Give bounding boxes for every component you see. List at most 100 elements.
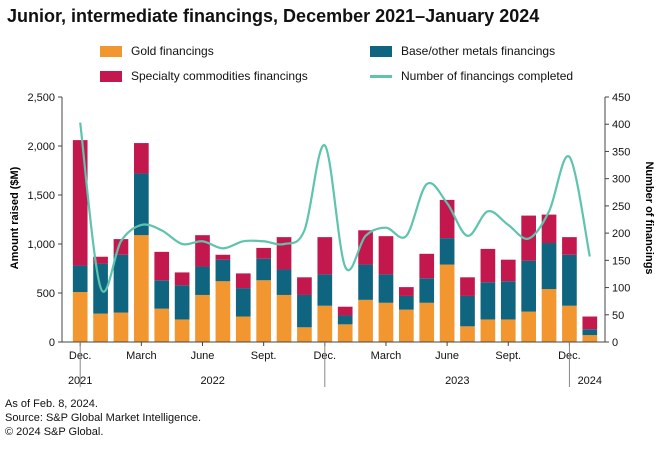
bar-gold xyxy=(419,302,435,342)
bar-gold xyxy=(134,235,149,342)
left-axis: 0 500 1,000 1,500 2,000 2,500 xyxy=(27,92,63,349)
x-axis: Dec. March June Sept. Dec. March June Sept. Dec.… xyxy=(62,341,605,387)
x-tick-label: Sept. xyxy=(495,350,521,362)
legend-label-count: Number of financings completed xyxy=(401,69,574,83)
footer-source: Source: S&P Global Market Intelligence. xyxy=(5,412,202,424)
bar-gold xyxy=(72,292,88,342)
bar-gold xyxy=(521,311,536,342)
left-tick-label: 2,000 xyxy=(27,141,55,153)
right-tick-label: 300 xyxy=(612,174,630,186)
bar-base xyxy=(541,243,557,290)
bar-specialty xyxy=(399,287,414,296)
bar-base xyxy=(378,274,394,303)
bar-gold xyxy=(154,308,170,342)
bar-base xyxy=(480,282,496,320)
year-label: 2024 xyxy=(578,375,602,387)
bar-base xyxy=(276,269,292,295)
x-tick-label: Sept. xyxy=(251,350,277,362)
bar-base xyxy=(439,238,455,265)
bar-gold xyxy=(480,319,496,342)
bar-specialty xyxy=(500,259,516,282)
bar-specialty xyxy=(358,230,373,265)
left-tick-label: 0 xyxy=(49,337,55,349)
bar-specialty xyxy=(134,143,149,174)
bar-specialty xyxy=(215,254,231,260)
right-tick-label: 400 xyxy=(612,119,630,131)
chart-title: Junior, intermediate financings, Decembe… xyxy=(7,6,540,26)
right-axis: 0 50 100 150 200 250 300 350 400 450 xyxy=(604,92,630,349)
bar-specialty xyxy=(297,277,312,295)
bar-gold xyxy=(439,264,455,342)
legend-item-gold: Gold financings xyxy=(100,44,214,58)
bar-specialty xyxy=(174,272,190,286)
y2-axis-label: Number of financings xyxy=(643,161,655,274)
bar-gold xyxy=(582,335,598,342)
right-tick-label: 200 xyxy=(612,228,630,240)
bar-gold xyxy=(337,324,353,342)
right-tick-label: 0 xyxy=(612,337,618,349)
bar-base xyxy=(134,173,149,236)
bar-specialty xyxy=(582,316,598,330)
bar-specialty xyxy=(439,199,455,239)
x-tick-label: June xyxy=(435,350,459,362)
right-tick-label: 50 xyxy=(612,310,624,322)
footer-note: As of Feb. 8, 2024. xyxy=(5,398,98,410)
bar-base xyxy=(174,285,190,320)
y-axis-label: Amount raised ($M) xyxy=(9,166,21,269)
bar-base xyxy=(215,259,231,282)
legend-line-count xyxy=(370,74,392,78)
bar-gold xyxy=(113,312,129,342)
legend-item-count: Number of financings completed xyxy=(370,69,573,83)
legend-swatch-specialty xyxy=(100,70,122,82)
bar-base xyxy=(521,260,536,312)
bars xyxy=(72,140,598,342)
bar-base xyxy=(337,315,353,325)
bar-base xyxy=(256,258,271,281)
bar-specialty xyxy=(419,253,435,279)
bar-gold xyxy=(174,319,190,342)
bar-gold xyxy=(317,305,333,342)
count-line-path xyxy=(79,122,591,293)
chart-area: 0 500 1,000 1,500 2,000 2,500 0 50 100 150 200 250… xyxy=(9,92,655,387)
year-label: 2022 xyxy=(200,375,224,387)
chart-footer: As of Feb. 8, 2024. Source: S&P Global M… xyxy=(5,397,201,439)
bar-specialty xyxy=(154,251,170,281)
right-tick-label: 350 xyxy=(612,146,630,158)
bar-base xyxy=(72,265,88,293)
right-tick-label: 150 xyxy=(612,255,630,267)
bar-gold xyxy=(235,316,251,342)
bar-gold xyxy=(541,289,557,342)
legend-swatch-gold xyxy=(100,45,122,57)
left-tick-label: 2,500 xyxy=(27,92,55,104)
bar-specialty xyxy=(276,237,292,270)
bar-specialty xyxy=(235,273,251,289)
bar-gold xyxy=(378,302,394,342)
bar-base xyxy=(399,295,414,310)
year-label: 2021 xyxy=(68,375,92,387)
left-tick-label: 1,000 xyxy=(27,239,55,251)
bar-gold xyxy=(358,299,373,342)
right-tick-label: 100 xyxy=(612,283,630,295)
bar-gold xyxy=(195,294,210,342)
bar-gold xyxy=(93,313,108,342)
x-tick-label: March xyxy=(371,350,402,362)
bar-specialty xyxy=(378,236,394,275)
bar-specialty xyxy=(460,277,475,296)
bar-gold xyxy=(399,309,414,342)
bar-base xyxy=(358,264,373,300)
bar-specialty xyxy=(541,214,557,244)
bar-specialty xyxy=(317,237,333,275)
bar-gold xyxy=(256,280,271,342)
bar-gold xyxy=(500,319,516,342)
bar-specialty xyxy=(562,237,577,255)
legend-label-base: Base/other metals financings xyxy=(401,44,556,58)
bar-specialty xyxy=(256,247,271,259)
bar-gold xyxy=(276,294,292,342)
bar-specialty xyxy=(195,235,210,267)
bar-base xyxy=(195,266,210,295)
legend-swatch-base xyxy=(370,45,392,57)
bar-gold xyxy=(562,305,577,342)
bar-specialty xyxy=(337,306,353,316)
right-tick-label: 250 xyxy=(612,201,630,213)
bar-specialty xyxy=(480,248,496,283)
